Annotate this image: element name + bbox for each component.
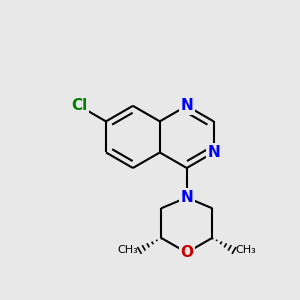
Text: O: O [180,245,193,260]
Text: Cl: Cl [71,98,87,113]
Text: CH₃: CH₃ [236,245,256,255]
Text: N: N [180,190,193,205]
Text: N: N [207,145,220,160]
Text: N: N [180,98,193,113]
Text: CH₃: CH₃ [117,245,138,255]
